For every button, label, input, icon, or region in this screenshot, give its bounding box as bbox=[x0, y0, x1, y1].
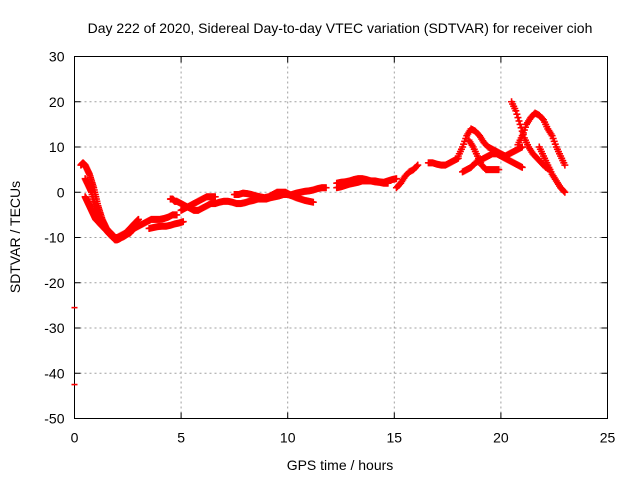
data-point bbox=[322, 184, 330, 192]
series-arc-j bbox=[333, 175, 392, 187]
data-point bbox=[134, 215, 142, 223]
y-tick-label: -40 bbox=[44, 365, 64, 381]
x-tick-label: 0 bbox=[71, 430, 79, 446]
series-arc-o bbox=[465, 136, 503, 174]
data-point bbox=[518, 163, 526, 171]
y-tick-label: -50 bbox=[44, 411, 64, 427]
data-point bbox=[495, 166, 503, 174]
x-tick-label: 25 bbox=[600, 430, 616, 446]
axis-ticks: 0 5 10 15 20 25 -50 -40 -30 -20 -10 0 10 20 30 bbox=[44, 49, 615, 446]
x-tick-label: 15 bbox=[387, 430, 403, 446]
series-arc-c bbox=[81, 193, 181, 241]
x-tick-label: 10 bbox=[280, 430, 296, 446]
data-point bbox=[413, 162, 421, 170]
data-point bbox=[515, 117, 523, 125]
data-point bbox=[211, 193, 219, 201]
series-arc-k bbox=[392, 161, 422, 192]
series-arc-q bbox=[514, 109, 569, 169]
y-tick-label: -10 bbox=[44, 230, 64, 246]
data-point bbox=[513, 110, 521, 118]
x-tick-label: 20 bbox=[493, 430, 509, 446]
series-arc-l bbox=[424, 154, 462, 169]
y-tick-label: -20 bbox=[44, 275, 64, 291]
y-axis-label: SDTVAR / TECUs bbox=[7, 181, 23, 293]
data-point bbox=[173, 211, 181, 219]
series-arc-f bbox=[177, 193, 219, 214]
data-point bbox=[512, 107, 520, 115]
y-tick-label: 20 bbox=[49, 94, 65, 110]
data-point bbox=[392, 175, 400, 183]
series-arc-g bbox=[230, 188, 298, 202]
series-arc-m bbox=[454, 125, 526, 160]
data-point bbox=[516, 120, 524, 128]
data-point bbox=[514, 114, 522, 122]
series-arc-d bbox=[145, 218, 187, 232]
data-point bbox=[309, 198, 317, 206]
x-tick-label: 5 bbox=[177, 430, 185, 446]
data-point bbox=[560, 187, 568, 195]
grid-lines bbox=[74, 56, 608, 419]
y-tick-label: 0 bbox=[57, 184, 65, 200]
data-marks bbox=[71, 98, 569, 386]
chart-title: Day 222 of 2020, Sidereal Day-to-day VTE… bbox=[88, 20, 593, 36]
data-point bbox=[384, 179, 392, 187]
series-arc-r bbox=[535, 143, 569, 196]
data-point bbox=[561, 188, 569, 196]
data-point bbox=[414, 161, 422, 169]
series-arc-h bbox=[288, 184, 330, 199]
y-tick-label: -30 bbox=[44, 320, 64, 336]
data-point bbox=[561, 161, 569, 169]
data-point bbox=[518, 143, 526, 151]
data-point bbox=[179, 218, 187, 226]
x-axis-label: GPS time / hours bbox=[287, 457, 394, 473]
y-tick-label: 30 bbox=[49, 49, 65, 65]
y-tick-label: 10 bbox=[49, 139, 65, 155]
